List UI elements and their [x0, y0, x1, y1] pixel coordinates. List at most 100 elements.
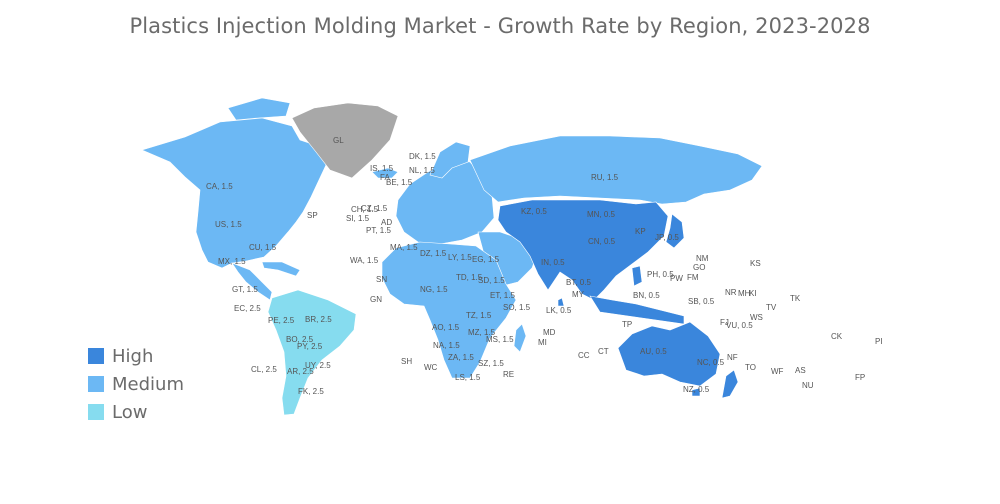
region-north-america [141, 117, 327, 269]
label-wf: WF [771, 367, 784, 376]
label-kp: KP [635, 227, 646, 236]
label-na: NA, 1.5 [433, 341, 460, 350]
label-mi: MI [538, 338, 547, 347]
legend-label-high: High [112, 345, 154, 367]
label-be: BE, 1.5 [386, 178, 413, 187]
label-ao: AO, 1.5 [432, 323, 460, 332]
region-asia-pacific [497, 199, 669, 301]
region-tasmania [691, 387, 701, 397]
label-ca: CA, 1.5 [206, 182, 233, 191]
legend-label-medium: Medium [112, 373, 184, 395]
map-title: Plastics Injection Molding Market - Grow… [129, 14, 871, 38]
label-go: GO [693, 263, 705, 272]
label-tk: TK [790, 294, 801, 303]
label-mx: MX, 1.5 [218, 257, 246, 266]
label-fm: FM [687, 273, 699, 282]
label-in: IN, 0.5 [541, 258, 565, 267]
legend-swatch-medium [88, 376, 104, 392]
region-australia [617, 321, 721, 387]
label-ma: MA, 1.5 [390, 243, 418, 252]
label-nf: NF [727, 353, 738, 362]
legend: High Medium Low [88, 342, 184, 426]
region-caribbean [261, 261, 301, 277]
region-new-zealand [721, 369, 739, 399]
label-is: IS, 1.5 [370, 164, 394, 173]
label-mz: MZ, 1.5 [468, 328, 496, 337]
label-fj: FJ [720, 318, 729, 327]
label-bn: BN, 0.5 [633, 291, 660, 300]
label-uy: UY, 2.5 [305, 361, 331, 370]
label-cl: CL, 2.5 [251, 365, 277, 374]
region-japan [665, 213, 685, 249]
region-iceland [371, 167, 399, 179]
region-russia [469, 135, 763, 205]
region-africa [381, 241, 517, 379]
country-labels: GL CA, 1.5 US, 1.5 MX, 1.5 GT, 1.5 CU, 1… [206, 136, 883, 396]
region-sri-lanka [557, 297, 565, 307]
label-sd: SD, 1.5 [478, 276, 505, 285]
label-ly: LY, 1.5 [448, 253, 472, 262]
label-gt: GT, 1.5 [232, 285, 258, 294]
label-sb: SB, 0.5 [688, 297, 715, 306]
label-ad: AD [381, 218, 392, 227]
legend-label-low: Low [112, 401, 148, 423]
label-sz: SZ, 1.5 [478, 359, 504, 368]
label-ar: AR, 2.5 [287, 367, 314, 376]
region-scandinavia [429, 141, 471, 179]
label-tz: TZ, 1.5 [466, 311, 492, 320]
label-nr: NR [725, 288, 737, 297]
label-ph: PH, 0.5 [647, 270, 674, 279]
region-canada-islands [227, 97, 291, 121]
label-ct: CT [598, 347, 609, 356]
label-us: US, 1.5 [215, 220, 242, 229]
region-madagascar [513, 323, 527, 353]
label-dk: DK, 1.5 [409, 152, 436, 161]
label-cc: CC [578, 351, 590, 360]
legend-swatch-high [88, 348, 104, 364]
label-si: SI, 1.5 [346, 214, 370, 223]
label-nm: NM [696, 254, 709, 263]
label-ck: CK [831, 332, 843, 341]
label-pi: PI [875, 337, 883, 346]
label-gl: GL [333, 136, 344, 145]
label-ng: NG, 1.5 [420, 285, 448, 294]
region-philippines [631, 265, 643, 287]
label-wa: WA, 1.5 [350, 256, 379, 265]
label-ms: MS, 1.5 [486, 335, 514, 344]
label-re: RE [503, 370, 514, 379]
label-fk: FK, 2.5 [298, 387, 324, 396]
label-dz: DZ, 1.5 [420, 249, 447, 258]
label-nl: NL, 1.5 [409, 166, 435, 175]
label-br: BR, 2.5 [305, 315, 332, 324]
legend-item-high: High [88, 342, 184, 370]
label-kz: KZ, 0.5 [521, 207, 547, 216]
legend-item-medium: Medium [88, 370, 184, 398]
label-au: AU, 0.5 [640, 347, 667, 356]
label-za: ZA, 1.5 [448, 353, 474, 362]
label-et: ET, 1.5 [490, 291, 515, 300]
label-cn: CN, 0.5 [588, 237, 616, 246]
label-jp: JP, 0.5 [655, 233, 679, 242]
label-pe: PE, 2.5 [268, 316, 295, 325]
label-pw: PW [670, 274, 683, 283]
label-so: SO, 1.5 [503, 303, 531, 312]
legend-swatch-low [88, 404, 104, 420]
label-td: TD, 1.5 [456, 273, 483, 282]
label-tv: TV [766, 303, 777, 312]
label-ws: WS [750, 313, 763, 322]
region-southeast-asia-islands [589, 295, 685, 325]
label-lk: LK, 0.5 [546, 306, 572, 315]
label-to: TO [745, 363, 756, 372]
label-tp: TP [622, 320, 632, 329]
label-nu: NU [802, 381, 814, 390]
label-bt: BT, 0.5 [566, 278, 591, 287]
label-fa: FA [380, 173, 390, 182]
label-my: MY [572, 290, 585, 299]
label-vu: VU, 0.5 [726, 321, 753, 330]
label-as: AS [795, 366, 806, 375]
label-bo: BO, 2.5 [286, 335, 314, 344]
label-fp: FP [855, 373, 865, 382]
label-py: PY, 2.5 [297, 342, 323, 351]
